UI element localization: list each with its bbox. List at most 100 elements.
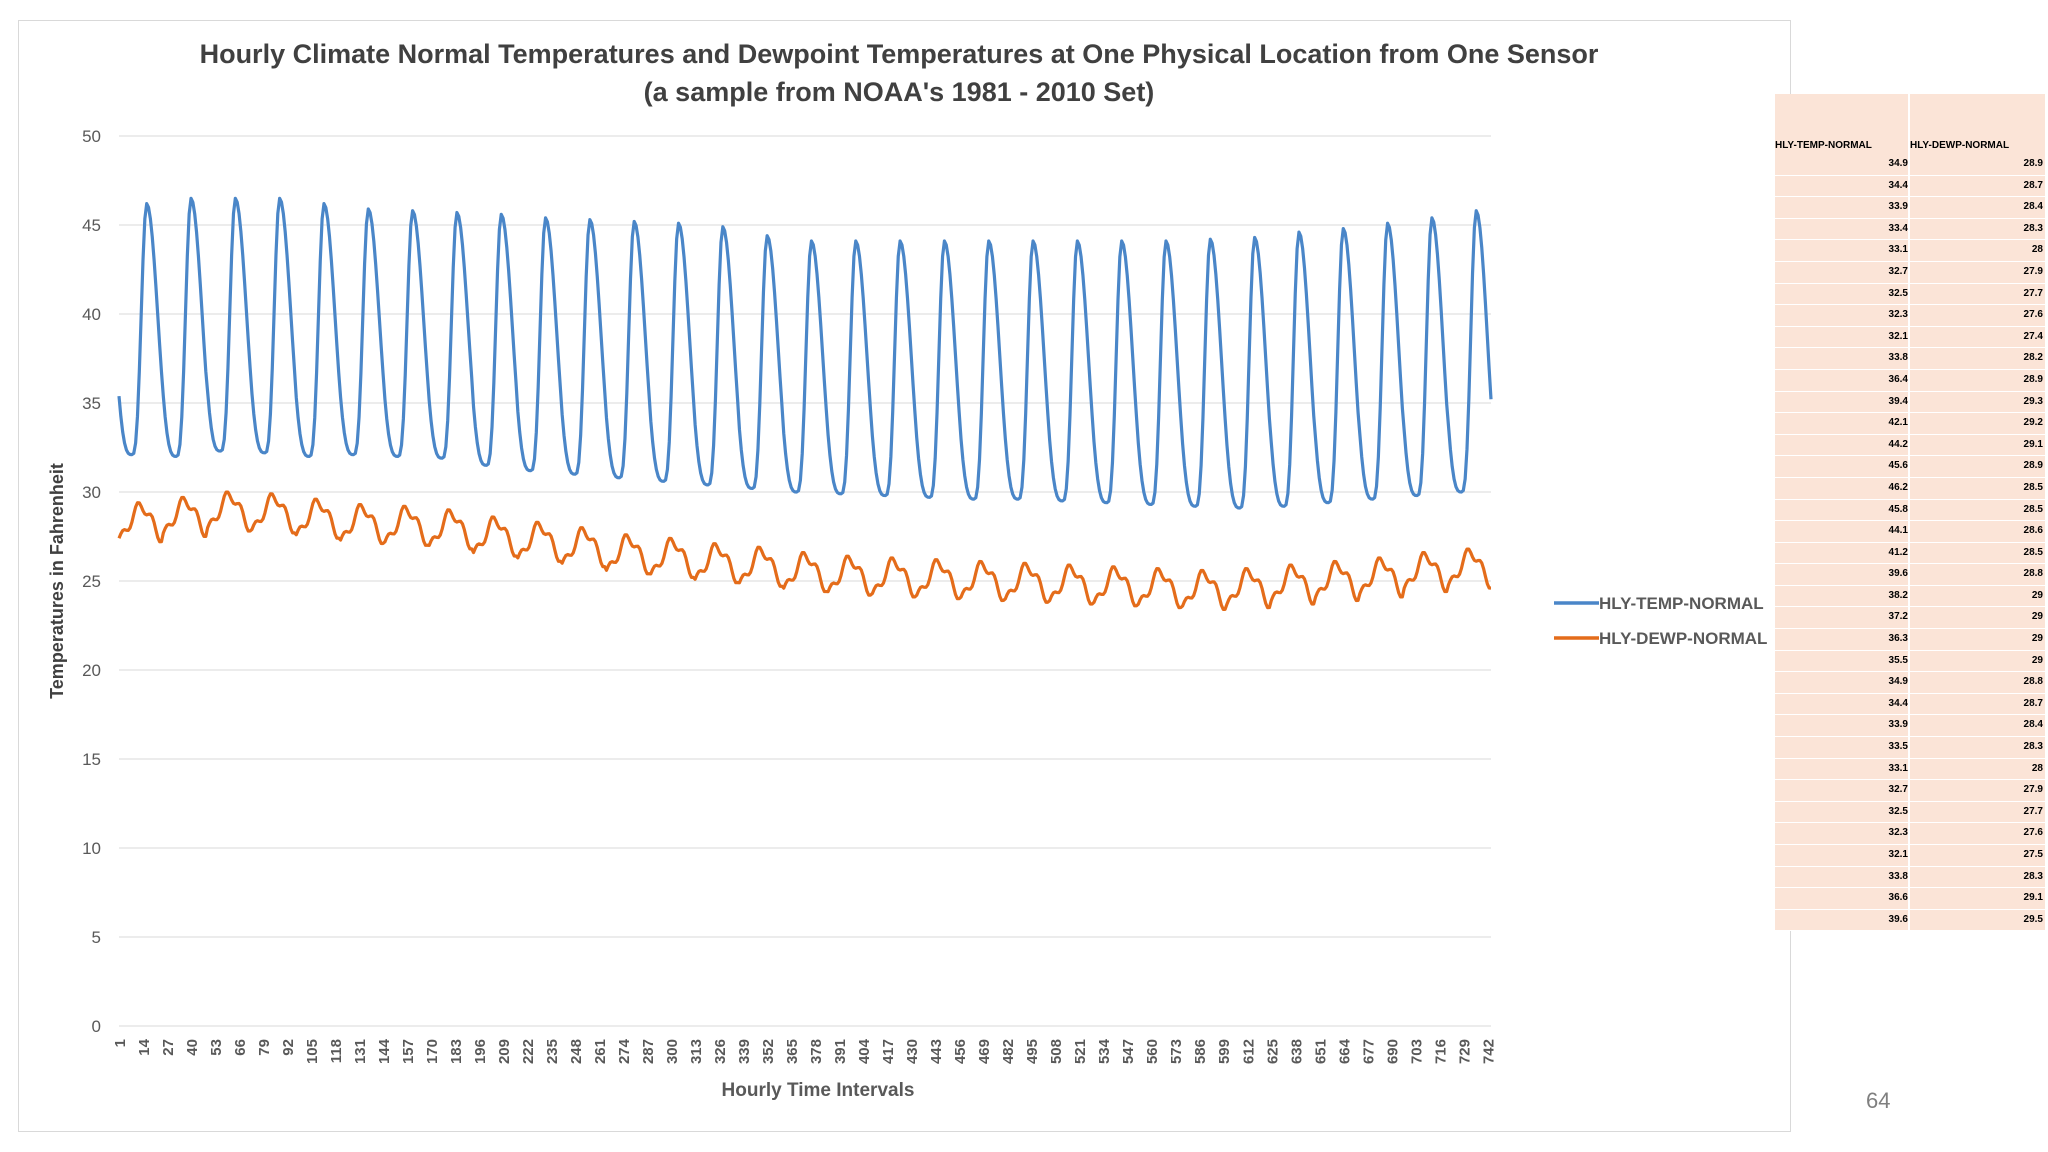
x-tick-label: 521 bbox=[1072, 1039, 1089, 1064]
table-cell-dewp: 29 bbox=[2031, 654, 2043, 666]
x-tick-label: 469 bbox=[976, 1039, 993, 1064]
column-separator bbox=[1908, 94, 1910, 154]
table-cell-dewp: 28.5 bbox=[2023, 546, 2043, 558]
x-tick-label: 573 bbox=[1168, 1039, 1185, 1064]
table-cell-dewp: 29.3 bbox=[2023, 395, 2043, 407]
table-row: 36.4 28.9 bbox=[1775, 369, 2045, 392]
column-separator bbox=[1908, 888, 1910, 909]
table-cell-temp: 33.1 bbox=[1888, 244, 1908, 256]
x-tick-label: 105 bbox=[304, 1039, 321, 1064]
table-row: 33.1 28 bbox=[1775, 240, 2045, 262]
column-separator bbox=[1908, 866, 1910, 888]
x-tick-label: 183 bbox=[448, 1039, 465, 1064]
x-tick-label: 690 bbox=[1384, 1039, 1401, 1064]
table-cell-dewp: 28 bbox=[2031, 244, 2043, 256]
table-cell-temp: 42.1 bbox=[1888, 417, 1908, 429]
table-header-temp: HLY-TEMP-NORMAL bbox=[1775, 140, 1872, 151]
column-separator bbox=[1908, 564, 1910, 585]
table-row: 32.3 27.6 bbox=[1775, 305, 2045, 327]
x-tick-label: 742 bbox=[1480, 1039, 1497, 1064]
table-cell-dewp: 29.1 bbox=[2023, 892, 2043, 904]
series-lines bbox=[117, 196, 1493, 611]
table-cell-dewp: 29 bbox=[2031, 589, 2043, 601]
y-axis-label: Temperatures in Fahrenheit bbox=[47, 463, 67, 699]
table-cell-temp: 35.5 bbox=[1888, 654, 1908, 666]
y-tick-label: 40 bbox=[82, 305, 101, 324]
table-cell-temp: 36.6 bbox=[1888, 892, 1908, 904]
column-separator bbox=[1908, 801, 1910, 823]
table-row: 39.6 29.5 bbox=[1775, 909, 2045, 932]
table-cell-dewp: 28.3 bbox=[2023, 870, 2043, 882]
table-cell-dewp: 28.9 bbox=[2023, 158, 2043, 169]
table-cell-temp: 36.3 bbox=[1888, 633, 1908, 645]
table-cell-temp: 41.2 bbox=[1888, 546, 1908, 558]
table-cell-temp: 34.4 bbox=[1888, 179, 1908, 191]
table-row: 34.9 28.8 bbox=[1775, 672, 2045, 694]
y-tick-label: 20 bbox=[82, 661, 101, 680]
column-separator bbox=[1908, 693, 1910, 715]
column-separator bbox=[1908, 218, 1910, 240]
table-cell-dewp: 27.7 bbox=[2023, 805, 2043, 817]
x-tick-label: 118 bbox=[328, 1039, 345, 1063]
x-tick-label: 170 bbox=[424, 1039, 441, 1064]
table-cell-temp: 39.4 bbox=[1888, 395, 1908, 407]
table-row: 34.4 28.7 bbox=[1775, 693, 2045, 716]
column-separator bbox=[1908, 369, 1910, 391]
table-cell-dewp: 28.4 bbox=[2023, 719, 2043, 731]
page-number: 64 bbox=[1866, 1088, 1891, 1113]
y-tick-label: 0 bbox=[92, 1017, 101, 1036]
table-cell-temp: 32.5 bbox=[1888, 805, 1908, 817]
table-cell-temp: 33.9 bbox=[1888, 201, 1908, 213]
table-cell-temp: 33.1 bbox=[1888, 762, 1908, 774]
x-tick-label: 716 bbox=[1432, 1039, 1449, 1064]
table-cell-temp: 34.9 bbox=[1888, 158, 1908, 169]
column-separator bbox=[1908, 175, 1910, 197]
column-separator bbox=[1908, 672, 1910, 693]
table-cell-temp: 39.6 bbox=[1888, 913, 1908, 925]
table-cell-dewp: 28.9 bbox=[2023, 373, 2043, 385]
table-cell-temp: 45.6 bbox=[1888, 460, 1908, 472]
table-row: 44.2 29.1 bbox=[1775, 434, 2045, 457]
x-tick-label: 287 bbox=[640, 1039, 657, 1064]
x-tick-label: 131 bbox=[352, 1039, 369, 1064]
table-cell-dewp: 28 bbox=[2031, 762, 2043, 774]
x-tick-label: 586 bbox=[1192, 1039, 1209, 1064]
table-cell-dewp: 28.2 bbox=[2023, 352, 2043, 364]
table-cell-temp: 34.9 bbox=[1888, 676, 1908, 688]
table-row: 34.4 28.7 bbox=[1775, 175, 2045, 198]
y-tick-label: 15 bbox=[82, 750, 101, 769]
column-separator bbox=[1908, 154, 1910, 175]
x-axis-label: Hourly Time Intervals bbox=[722, 1080, 915, 1101]
column-separator bbox=[1908, 607, 1910, 629]
x-tick-label: 443 bbox=[928, 1039, 945, 1064]
x-tick-label: 79 bbox=[256, 1039, 273, 1056]
column-separator bbox=[1908, 629, 1910, 650]
column-separator bbox=[1908, 909, 1910, 931]
column-separator bbox=[1908, 499, 1910, 521]
x-tick-label: 547 bbox=[1120, 1039, 1137, 1064]
x-tick-label: 222 bbox=[520, 1039, 537, 1064]
table-cell-temp: 32.7 bbox=[1888, 784, 1908, 796]
x-tick-label: 274 bbox=[616, 1038, 633, 1064]
x-tick-label: 651 bbox=[1312, 1039, 1329, 1064]
table-cell-temp: 32.1 bbox=[1888, 849, 1908, 860]
x-tick-label: 157 bbox=[400, 1039, 417, 1064]
x-tick-label: 417 bbox=[880, 1039, 897, 1064]
table-cell-dewp: 28.3 bbox=[2023, 222, 2043, 234]
table-cell-temp: 38.2 bbox=[1888, 589, 1908, 601]
table-cell-temp: 33.5 bbox=[1888, 741, 1908, 753]
column-separator bbox=[1908, 283, 1910, 305]
y-tick-label: 10 bbox=[82, 839, 101, 858]
y-axis-ticks: 0 5 10 15 20 25 30 35 40 45 50 bbox=[82, 127, 101, 1036]
x-tick-label: 534 bbox=[1096, 1038, 1113, 1064]
column-separator bbox=[1908, 737, 1910, 758]
table-cell-temp: 32.3 bbox=[1888, 309, 1908, 321]
table-cell-dewp: 28.9 bbox=[2023, 460, 2043, 472]
x-tick-label: 638 bbox=[1288, 1039, 1305, 1064]
column-separator bbox=[1908, 305, 1910, 326]
table-row: 46.2 28.5 bbox=[1775, 477, 2045, 500]
table-header-dewp: HLY-DEWP-NORMAL bbox=[1910, 140, 2010, 151]
column-separator bbox=[1908, 413, 1910, 434]
x-tick-label: 352 bbox=[760, 1039, 777, 1064]
column-separator bbox=[1908, 823, 1910, 844]
